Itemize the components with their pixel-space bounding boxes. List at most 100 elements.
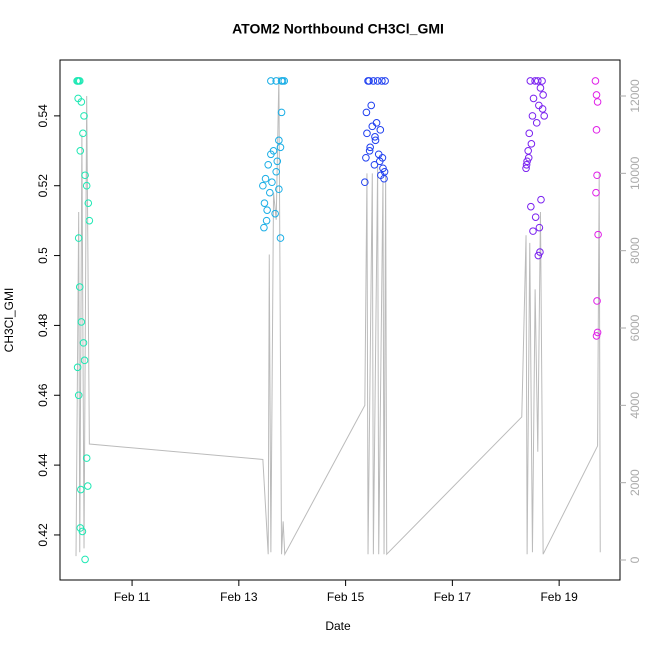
point (525, 129, 534, 138)
point (81, 555, 89, 564)
point (528, 112, 537, 120)
point (362, 108, 371, 117)
point (276, 234, 285, 242)
point (538, 77, 546, 85)
point (526, 77, 535, 85)
point (83, 482, 92, 490)
point (260, 199, 269, 207)
point (276, 143, 285, 152)
y2-tick-label: 6000 (628, 314, 642, 341)
point (79, 339, 88, 347)
point (540, 112, 548, 120)
y-tick-label: 0.48 (36, 313, 50, 337)
point (535, 223, 544, 232)
point (592, 188, 600, 197)
point (591, 77, 600, 85)
point (77, 485, 85, 494)
point (268, 178, 276, 187)
x-axis-label: Date (325, 619, 351, 633)
point (381, 77, 389, 85)
point (533, 77, 542, 85)
point (593, 328, 602, 337)
point (271, 209, 279, 218)
point (523, 157, 531, 166)
point (365, 146, 374, 155)
point (378, 77, 386, 85)
y-tick-label: 0.46 (36, 383, 50, 407)
point (593, 171, 601, 180)
right-axis: 0 2000 4000 6000 8000 10000 12000 (620, 79, 642, 563)
x-tick-label: Feb 11 (114, 590, 151, 604)
point (529, 94, 538, 103)
point (539, 91, 547, 99)
point (267, 77, 275, 85)
point (593, 297, 601, 305)
point (269, 146, 278, 155)
point (363, 129, 371, 138)
y2-tick-label: 10000 (628, 156, 642, 190)
y-axis-label: CH3Cl_GMI (2, 288, 16, 353)
x-tick-label: Feb 13 (220, 590, 258, 604)
point (362, 153, 370, 162)
x-tick-label: Feb 17 (434, 590, 472, 604)
point (272, 77, 281, 85)
point (527, 140, 536, 148)
point (75, 283, 84, 291)
x-tick-label: Feb 15 (327, 590, 365, 604)
point (368, 122, 377, 131)
point (361, 178, 369, 187)
point (79, 129, 87, 138)
y2-tick-label: 2000 (628, 469, 642, 496)
y-tick-label: 0.52 (36, 174, 50, 198)
point (74, 391, 83, 400)
y-tick-label: 0.5 (36, 247, 50, 264)
point (262, 216, 271, 225)
point (263, 206, 271, 214)
point (74, 234, 83, 242)
point (371, 136, 380, 145)
point (77, 318, 86, 326)
y2-tick-label: 8000 (628, 237, 642, 264)
point (524, 146, 532, 155)
point (538, 105, 547, 113)
point (82, 454, 91, 462)
y-tick-label: 0.54 (36, 104, 50, 128)
point (85, 216, 94, 225)
y2-tick-label: 4000 (628, 392, 642, 419)
point (593, 98, 602, 106)
chart-title: ATOM2 Northbound CH3Cl_GMI (232, 21, 444, 37)
point (261, 174, 270, 183)
point (534, 251, 543, 260)
point (592, 126, 601, 134)
y-tick-label: 0.44 (36, 453, 50, 477)
point (280, 77, 289, 85)
point (376, 126, 385, 134)
point (592, 332, 601, 340)
altitude-line (75, 76, 601, 557)
point (84, 199, 93, 207)
point (372, 119, 381, 127)
point (532, 119, 541, 127)
point (80, 356, 89, 365)
point (259, 181, 267, 190)
point (272, 167, 281, 176)
point (273, 157, 282, 166)
point (378, 153, 387, 162)
point (77, 98, 86, 106)
point (536, 84, 545, 92)
point (277, 108, 286, 117)
point (594, 230, 602, 239)
point (524, 153, 533, 162)
x-tick-label: Feb 19 (540, 590, 578, 604)
point (371, 133, 379, 141)
point (81, 171, 89, 180)
point (537, 195, 545, 204)
y2-tick-label: 0 (628, 556, 642, 563)
point (592, 91, 601, 99)
point (80, 112, 88, 120)
y2-tick-label: 12000 (628, 79, 642, 113)
point (78, 527, 87, 536)
point (82, 181, 91, 190)
